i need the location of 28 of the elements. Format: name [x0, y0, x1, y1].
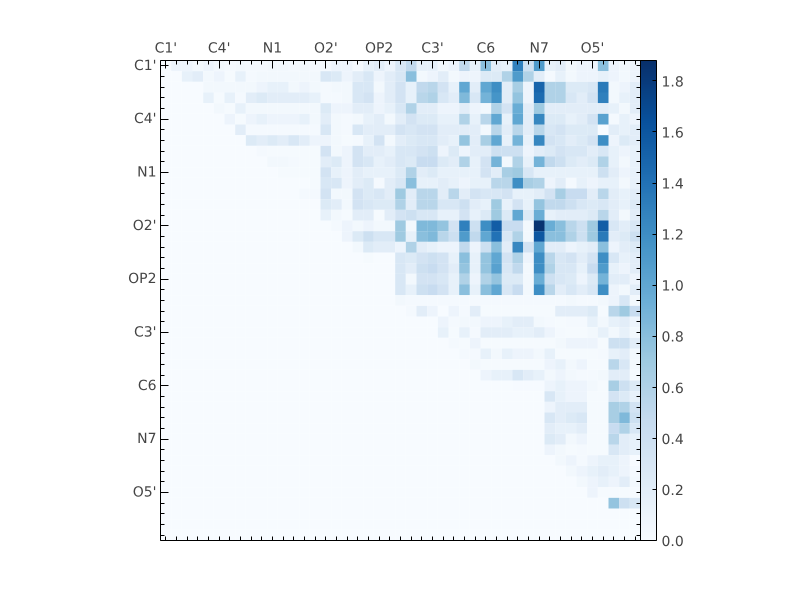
y-tick-label: O5': [132, 484, 157, 500]
color-bar-label: 1.0: [662, 278, 684, 295]
x-tick-label: C4': [208, 40, 230, 56]
x-tick-label: OP2: [364, 40, 394, 56]
color-bar-label: 0.2: [662, 482, 684, 499]
y-tick-label: C4': [134, 111, 156, 128]
x-tick-label: C1': [154, 40, 178, 56]
y-tick-label: C6: [138, 378, 157, 394]
x-tick-label: N1: [262, 40, 282, 56]
color-bar-label: 1.8: [662, 74, 684, 90]
y-tick-label: O2': [132, 218, 157, 234]
color-bar-label: 0.8: [662, 330, 684, 346]
color-bar-label: 1.4: [662, 176, 684, 193]
color-bar-label: 0.4: [662, 432, 684, 448]
x-tick-label: N7: [529, 40, 549, 56]
y-tick-label: OP2: [128, 271, 157, 288]
x-tick-label: C6: [476, 40, 496, 56]
y-tick-label: C3': [134, 324, 156, 340]
color-bar-label: 0.6: [662, 380, 684, 397]
color-bar-label: 1.6: [662, 125, 684, 142]
color-bar-label: 0.0: [662, 534, 684, 550]
x-tick-label: O2': [314, 40, 338, 56]
y-tick-label: N7: [137, 431, 157, 448]
y-tick-label: C1': [134, 58, 156, 74]
color-bar-label: 1.2: [662, 228, 684, 244]
x-tick-label: O5': [580, 40, 604, 56]
y-tick-label: N1: [137, 164, 157, 180]
x-tick-label: C3': [421, 40, 444, 56]
